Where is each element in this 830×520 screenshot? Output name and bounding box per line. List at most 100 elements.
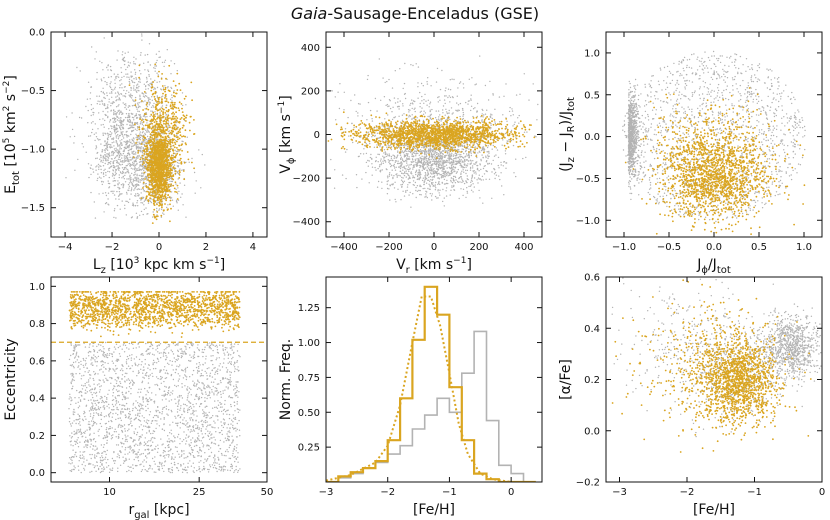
point [181,169,183,171]
point [148,179,151,182]
point [172,152,175,155]
point [446,167,448,169]
point [133,89,135,91]
point [168,130,171,132]
point [157,115,159,117]
point [152,92,155,95]
point [141,35,143,37]
point [419,106,421,108]
point [145,176,148,178]
point [129,165,131,167]
point [180,196,182,198]
y-tick-label: −0.5 [21,86,45,97]
point [117,91,119,93]
point [482,146,485,148]
point [415,189,417,192]
point [100,177,102,179]
point [430,179,432,181]
point [150,127,153,130]
point [136,108,138,110]
point [168,132,171,135]
point [156,193,158,196]
point [495,147,497,149]
point [147,61,149,63]
point [444,114,446,116]
point [154,134,156,137]
point [113,174,116,177]
point [429,117,432,120]
point [142,177,144,180]
point [178,82,181,85]
point [178,137,181,140]
point [167,126,170,128]
point [410,172,412,174]
point [117,73,119,76]
point [122,183,124,185]
point [114,171,117,173]
point [116,204,119,207]
point [169,98,172,101]
panel-energy-vs-lz-ylabel: Etot [105 km2 s−2] [2,75,22,194]
point [425,167,427,169]
point [110,81,112,83]
point [158,50,160,53]
point [406,160,408,162]
point [110,125,112,127]
point [132,156,135,159]
point [132,163,134,165]
point [159,167,162,170]
point [131,204,134,206]
point [474,84,476,86]
point [149,169,151,171]
point [116,124,118,127]
point [174,172,177,175]
point [178,121,181,124]
point [143,153,146,155]
point [134,73,137,75]
point [407,109,410,111]
point [136,129,138,131]
point [134,204,137,207]
point [169,117,171,119]
point [133,85,135,87]
point [151,83,153,86]
point [491,171,493,173]
point [102,123,104,126]
point [483,150,486,152]
point [403,174,406,177]
point [392,177,394,180]
point [392,176,394,179]
point [428,168,431,171]
point [129,156,131,158]
point [182,204,184,206]
point [110,190,112,193]
point [153,181,156,184]
point [482,167,485,170]
point [144,85,147,88]
point [195,180,197,182]
point [178,173,181,176]
point [87,122,89,124]
point [146,130,148,132]
point [106,94,108,97]
point [355,174,358,176]
point [178,162,180,164]
point [350,99,352,102]
point [96,179,98,182]
point [183,184,186,186]
point [433,143,435,146]
point [154,65,156,67]
point [160,180,163,183]
point [471,176,473,178]
point [157,125,160,127]
point [480,149,483,152]
point [166,118,169,121]
point [165,121,168,123]
point [139,79,141,81]
point [497,164,499,167]
point [436,119,438,121]
point [125,73,127,75]
point [177,165,180,167]
point [439,189,441,191]
point [169,104,172,107]
